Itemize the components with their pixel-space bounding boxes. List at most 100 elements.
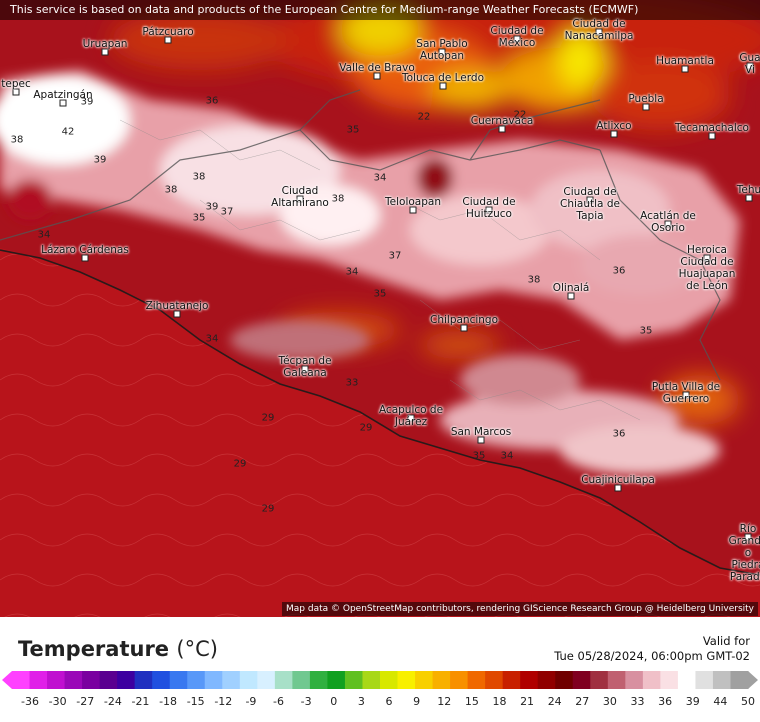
- color-bar-tick-label: 6: [385, 695, 393, 708]
- color-bar-tick-label: 44: [713, 695, 728, 708]
- city-label: Heroica Ciudad de Huajuapan de León: [678, 244, 736, 292]
- color-bar-segment: [607, 671, 626, 689]
- city-marker: [407, 414, 415, 422]
- isotherm-value-label: 38: [192, 171, 206, 183]
- isotherm-value-label: 39: [93, 154, 107, 166]
- city-marker: [513, 35, 521, 43]
- color-bar-tick-label: -12: [214, 695, 233, 708]
- isotherm-value-label: 34: [500, 450, 514, 462]
- isotherm-value-label: 38: [527, 274, 541, 286]
- color-bar-segment: [467, 671, 486, 689]
- color-bar-segment: [274, 671, 293, 689]
- city-marker: [744, 533, 752, 541]
- color-bar-segment: [204, 671, 223, 689]
- color-bar-tick-label: 15: [464, 695, 479, 708]
- city-label: tepec: [1, 78, 31, 90]
- color-bar-segment: [169, 671, 188, 689]
- color-bar-segment: [239, 671, 258, 689]
- isotherm-value-label: 35: [192, 212, 206, 224]
- city-label: Atlixco: [596, 120, 632, 132]
- color-bar-segment: [572, 671, 591, 689]
- city-marker: [439, 82, 447, 90]
- color-bar-tick-label: -24: [103, 695, 122, 708]
- color-bar-tick-label: -18: [159, 695, 178, 708]
- city-label: Ciudad de Nanacamilpa: [564, 18, 634, 42]
- color-bar-tick-label: 9: [413, 695, 421, 708]
- color-bar-tick-label: -9: [245, 695, 257, 708]
- isotherm-value-label: 39: [80, 96, 94, 108]
- isotherm-value-label: 29: [261, 412, 275, 424]
- color-bar-tick-label: -3: [300, 695, 312, 708]
- temperature-map[interactable]: This service is based on data and produc…: [0, 0, 760, 617]
- color-bar-segment: [712, 671, 731, 689]
- color-bar-min-arrow: [2, 671, 12, 689]
- color-bar-segment: [134, 671, 153, 689]
- isotherm-value-label: 34: [205, 333, 219, 345]
- city-label: Olinalá: [552, 282, 590, 294]
- color-bar-segment: [450, 671, 469, 689]
- city-label: Teloloapan: [385, 196, 441, 208]
- city-marker: [708, 132, 716, 140]
- color-bar-tick-label: 24: [547, 695, 562, 708]
- city-label: Ciudad Altamirano: [271, 185, 329, 209]
- color-bar-segment: [502, 671, 521, 689]
- city-marker: [642, 103, 650, 111]
- city-label: Acapulco de Juárez: [378, 404, 444, 428]
- color-bar-segment: [730, 671, 749, 689]
- city-label: Ciudad de México: [490, 25, 544, 49]
- city-label: Río Grande o Piedra Parada: [728, 523, 760, 583]
- city-marker: [703, 254, 711, 262]
- city-marker: [586, 196, 594, 204]
- color-bar-segment: [82, 671, 101, 689]
- color-bar-segment: [64, 671, 83, 689]
- isotherm-value-label: 38: [331, 193, 345, 205]
- color-bar-segment: [380, 671, 399, 689]
- city-label: Cuernavaca: [470, 115, 534, 127]
- ecmwf-banner: This service is based on data and produc…: [0, 0, 760, 20]
- city-label: Chilpancingo: [429, 314, 499, 326]
- isotherm-value-label: 37: [220, 206, 234, 218]
- color-bar-segment: [344, 671, 363, 689]
- city-label: Apatzingán: [33, 89, 93, 101]
- city-label: Zihuatanejo: [145, 300, 209, 312]
- isotherm-value-label: 36: [612, 265, 626, 277]
- color-bar-tick-label: -27: [76, 695, 95, 708]
- city-marker: [12, 88, 20, 96]
- isotherm-value-label: 22: [513, 109, 527, 121]
- city-marker: [595, 28, 603, 36]
- color-bar-segment: [222, 671, 241, 689]
- isotherm-value-label: 29: [359, 422, 373, 434]
- city-marker: [682, 391, 690, 399]
- isotherm-value-label: 33: [345, 377, 359, 389]
- city-marker: [373, 72, 381, 80]
- isotherm-value-label: 34: [345, 266, 359, 278]
- city-label: Acatlán de Osorio: [640, 210, 696, 234]
- city-marker: [664, 220, 672, 228]
- isotherm-value-label: 35: [373, 288, 387, 300]
- city-marker: [438, 48, 446, 56]
- city-marker: [610, 130, 618, 138]
- color-bar-tick-label: 30: [602, 695, 617, 708]
- color-bar-tick-label: -6: [273, 695, 285, 708]
- color-bar-tick-label: 36: [658, 695, 673, 708]
- city-label: Cuajinicuilapa: [581, 474, 655, 486]
- color-bar-tick-label: 33: [630, 695, 645, 708]
- city-label: San Pablo Autopan: [416, 38, 468, 62]
- isotherm-value-label: 34: [37, 229, 51, 241]
- city-marker: [164, 36, 172, 44]
- color-bar-segment: [625, 671, 644, 689]
- color-bar-segment: [309, 671, 328, 689]
- color-bar: [2, 671, 758, 689]
- isotherm-value-label: 38: [10, 134, 24, 146]
- city-marker: [296, 195, 304, 203]
- color-bar-segment: [292, 671, 311, 689]
- color-bar-segment: [47, 671, 66, 689]
- color-bar-tick-label: 0: [330, 695, 338, 708]
- city-label: Lázaro Cárdenas: [41, 244, 129, 256]
- city-marker: [614, 484, 622, 492]
- color-bar-segment: [257, 671, 276, 689]
- color-bar-segment: [677, 671, 696, 689]
- map-attribution[interactable]: Map data © OpenStreetMap contributors, r…: [282, 602, 758, 616]
- legend-panel: Temperature (°C) Valid for Tue 05/28/202…: [0, 617, 760, 722]
- color-bar-segment: [537, 671, 556, 689]
